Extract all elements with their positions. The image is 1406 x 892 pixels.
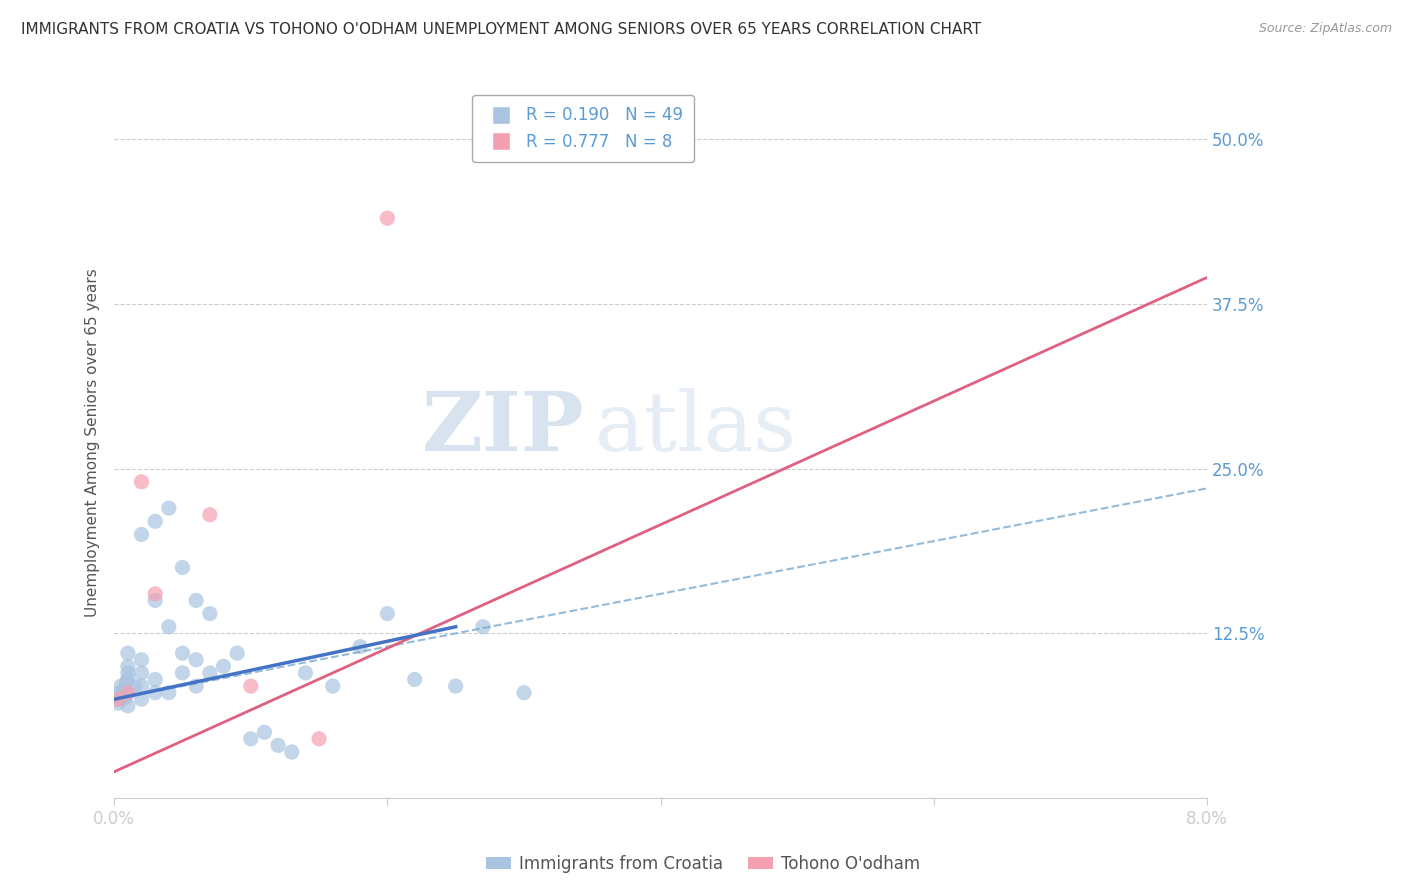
Point: [131, 527, 153, 541]
Point: [117, 665, 139, 680]
Point: [294, 665, 316, 680]
Point: [157, 620, 180, 634]
Point: [112, 683, 135, 698]
Point: [239, 731, 262, 746]
Point: [157, 686, 180, 700]
Point: [172, 560, 194, 574]
Point: [198, 508, 221, 522]
Point: [117, 673, 139, 687]
Point: [404, 673, 426, 687]
Text: Source: ZipAtlas.com: Source: ZipAtlas.com: [1258, 22, 1392, 36]
Text: atlas: atlas: [595, 388, 797, 468]
Point: [143, 593, 166, 607]
Point: [172, 646, 194, 660]
Legend: R = 0.190   N = 49, R = 0.777   N = 8: R = 0.190 N = 49, R = 0.777 N = 8: [472, 95, 695, 162]
Point: [281, 745, 304, 759]
Point: [111, 689, 134, 703]
Point: [117, 686, 139, 700]
Point: [377, 211, 399, 226]
Point: [513, 686, 536, 700]
Point: [349, 640, 371, 654]
Point: [117, 686, 139, 700]
Text: ZIP: ZIP: [422, 388, 583, 468]
Point: [131, 692, 153, 706]
Point: [131, 475, 153, 489]
Point: [117, 698, 139, 713]
Point: [115, 675, 138, 690]
Point: [212, 659, 235, 673]
Point: [131, 679, 153, 693]
Point: [172, 665, 194, 680]
Text: IMMIGRANTS FROM CROATIA VS TOHONO O'ODHAM UNEMPLOYMENT AMONG SENIORS OVER 65 YEA: IMMIGRANTS FROM CROATIA VS TOHONO O'ODHA…: [21, 22, 981, 37]
Point: [186, 679, 208, 693]
Point: [124, 679, 146, 693]
Point: [186, 593, 208, 607]
Point: [143, 587, 166, 601]
Point: [143, 673, 166, 687]
Point: [198, 665, 221, 680]
Point: [226, 646, 249, 660]
Y-axis label: Unemployment Among Seniors over 65 years: Unemployment Among Seniors over 65 years: [86, 268, 100, 616]
Point: [186, 653, 208, 667]
Point: [110, 679, 132, 693]
Point: [472, 620, 495, 634]
Point: [107, 696, 129, 710]
Point: [267, 739, 290, 753]
Point: [308, 731, 330, 746]
Point: [198, 607, 221, 621]
Point: [157, 501, 180, 516]
Point: [253, 725, 276, 739]
Point: [131, 653, 153, 667]
Point: [143, 514, 166, 528]
Point: [377, 607, 399, 621]
Point: [107, 692, 129, 706]
Legend: Immigrants from Croatia, Tohono O'odham: Immigrants from Croatia, Tohono O'odham: [479, 848, 927, 880]
Point: [444, 679, 467, 693]
Point: [131, 665, 153, 680]
Point: [117, 646, 139, 660]
Point: [117, 659, 139, 673]
Point: [114, 690, 136, 705]
Point: [108, 686, 131, 700]
Point: [322, 679, 344, 693]
Point: [239, 679, 262, 693]
Point: [105, 692, 128, 706]
Point: [143, 686, 166, 700]
